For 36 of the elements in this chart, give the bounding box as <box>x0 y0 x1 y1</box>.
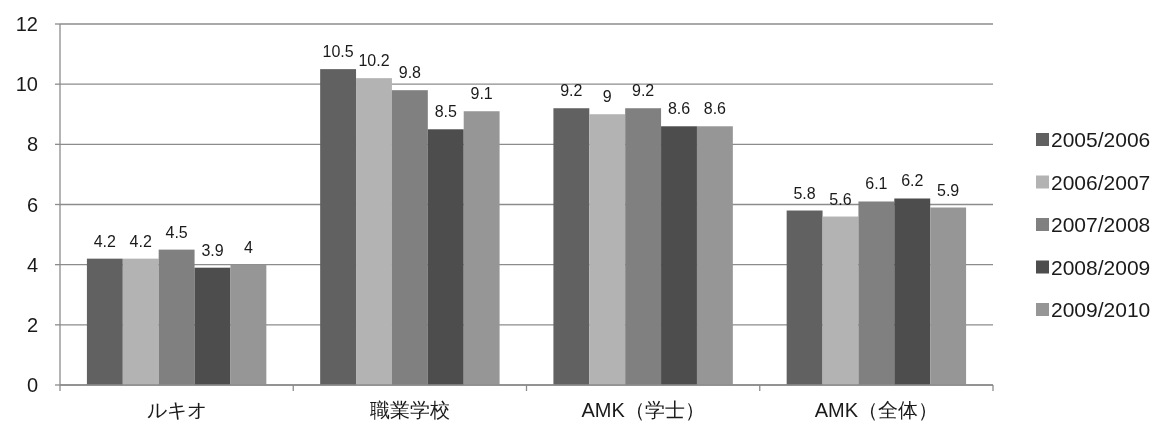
y-tick-label: 8 <box>26 133 38 156</box>
data-label: 4.5 <box>165 223 188 241</box>
data-label: 5.6 <box>829 190 852 208</box>
data-label: 8.6 <box>703 100 727 118</box>
legend-label: 2007/2008 <box>1051 213 1151 236</box>
data-label: 5.9 <box>937 181 960 199</box>
data-label: 4 <box>243 238 253 256</box>
legend-label: 2008/2009 <box>1051 255 1151 279</box>
y-tick-label: 0 <box>26 374 38 396</box>
data-label: 6.2 <box>901 172 924 190</box>
y-tick-label: 6 <box>26 193 38 216</box>
data-label: 10.2 <box>358 52 390 70</box>
y-tick-label: 10 <box>15 73 38 96</box>
x-tick-label: 職業学校 <box>369 399 450 421</box>
data-label: 5.8 <box>793 184 816 202</box>
y-tick-label: 12 <box>15 13 38 35</box>
data-label: 9.2 <box>632 82 655 100</box>
data-label: 8.6 <box>667 100 691 118</box>
x-tick-label: AMK（全体） <box>814 399 939 421</box>
data-label: 4.2 <box>129 232 152 250</box>
data-label: 10.5 <box>322 43 354 61</box>
y-tick-label: 4 <box>26 253 38 276</box>
legend-label: 2009/2010 <box>1051 298 1151 321</box>
data-label: 9.1 <box>470 85 493 103</box>
data-label: 9.8 <box>398 64 422 82</box>
legend-label: 2005/2006 <box>1051 128 1151 151</box>
data-label: 9.2 <box>560 82 583 100</box>
x-tick-label: ルキオ <box>146 399 207 421</box>
data-label: 9 <box>602 88 612 106</box>
legend-label: 2006/2007 <box>1051 170 1151 194</box>
x-tick-label: AMK（学士） <box>581 399 705 421</box>
data-label: 3.9 <box>201 241 224 259</box>
y-tick-label: 2 <box>26 313 38 336</box>
data-label: 8.5 <box>434 103 457 121</box>
data-label: 6.1 <box>865 175 888 193</box>
data-label: 4.2 <box>93 232 117 250</box>
